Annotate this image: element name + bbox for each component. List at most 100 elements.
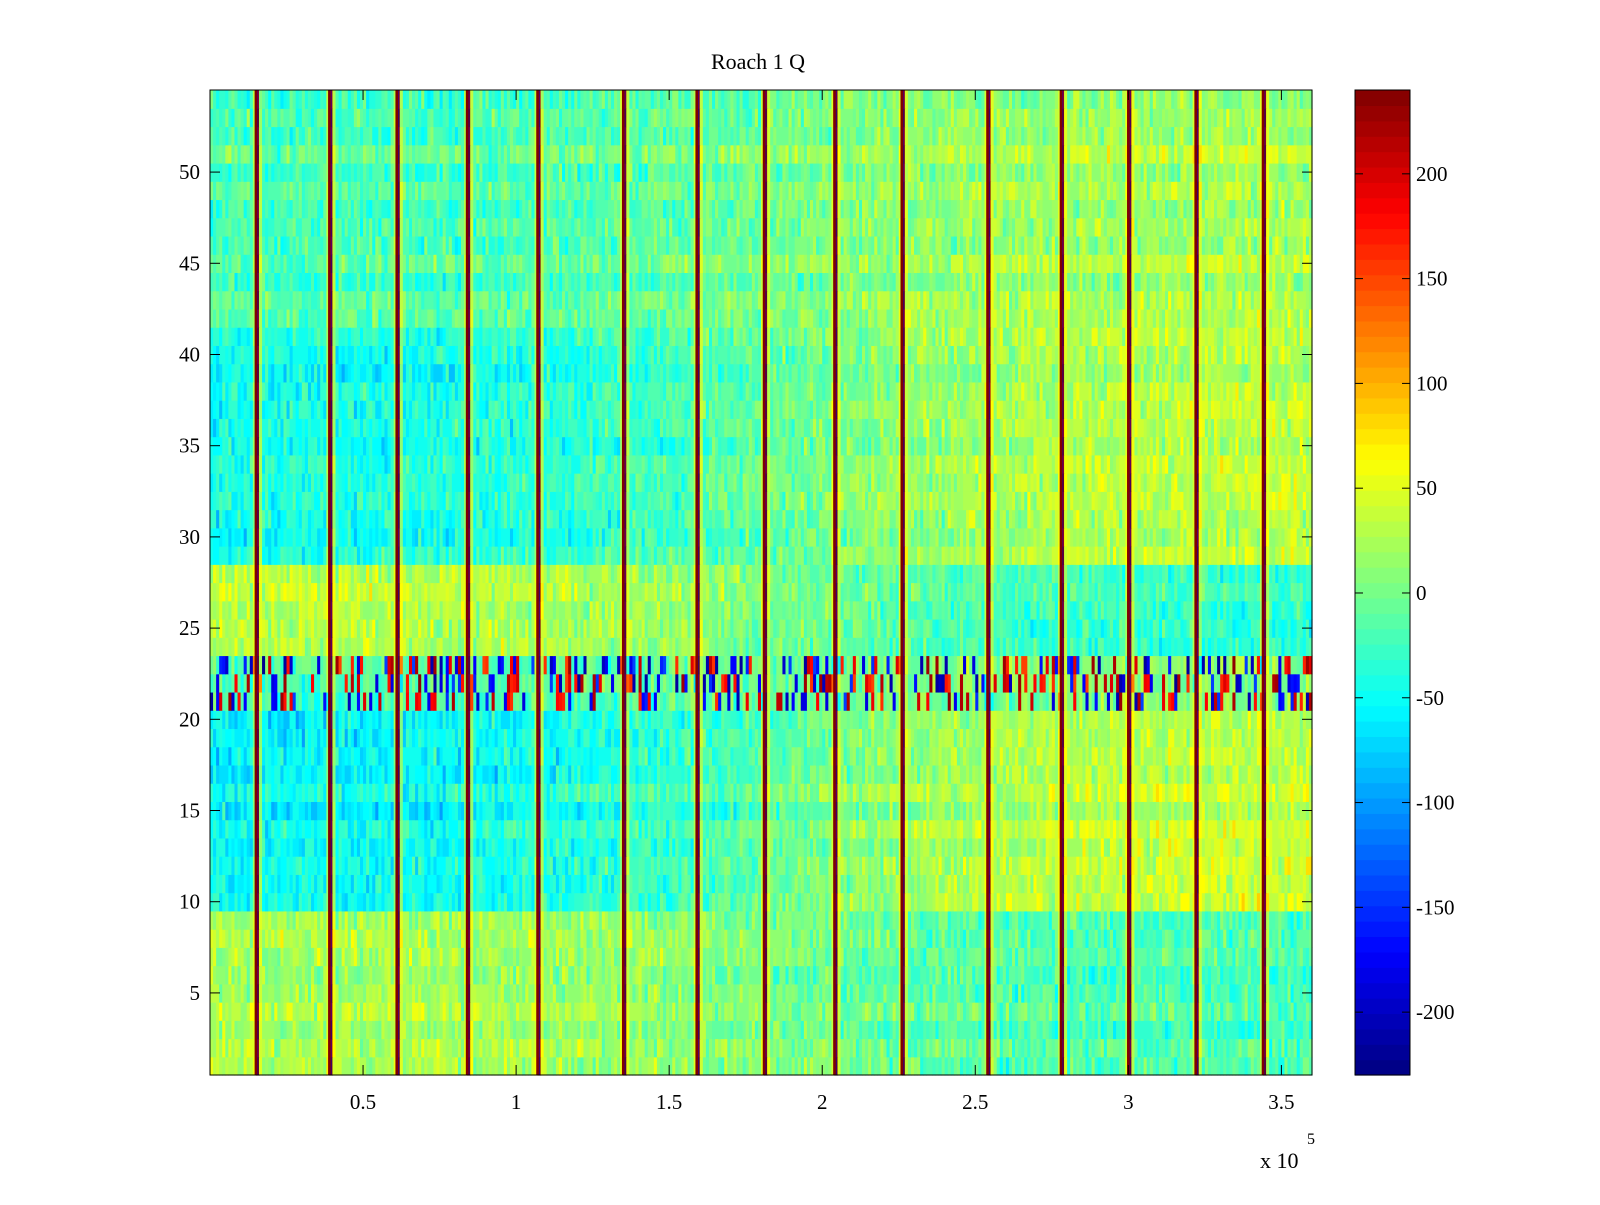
heatmap-cell [699,1038,704,1058]
heatmap-cell [1097,874,1102,894]
heatmap-cell [926,983,930,1003]
heatmap-cell [638,892,643,912]
heatmap-cell [607,837,612,857]
heatmap-cell [1027,819,1031,839]
heatmap-cell [436,819,441,839]
heatmap-cell [1189,819,1194,839]
heatmap-cell [684,929,689,948]
heatmap-cell [966,1002,970,1021]
heatmap-cell [286,801,291,821]
heatmap-cell [1210,1038,1215,1058]
heatmap-cell [1302,1002,1307,1021]
heatmap-cell [384,910,389,930]
heatmap-cell [788,965,793,985]
heatmap-cell [1103,910,1108,930]
heatmap-cell [543,910,548,930]
heatmap-cell [436,910,441,930]
heatmap-cell [767,892,771,912]
heatmap-cell [402,947,407,967]
heatmap-cell [341,1056,352,1076]
heatmap-cell [972,1020,976,1040]
heatmap-cell [485,929,490,948]
heatmap-cell [314,910,318,930]
heatmap-cell [479,801,484,821]
heatmap-cell [442,1020,447,1040]
heatmap-cell [304,947,309,967]
heatmap-cell [953,892,958,912]
heatmap-cell [558,856,563,875]
heatmap-cell [1214,929,1218,948]
heatmap-cell [647,1038,652,1058]
heatmap-cell [1165,910,1172,930]
heatmap-cell [653,1002,658,1021]
heatmap-cell [806,783,811,802]
heatmap-cell [794,874,799,894]
heatmap-cell [488,1002,493,1021]
heatmap-cell [996,1002,1001,1021]
heatmap-cell [1168,1056,1172,1076]
heatmap-cell [595,983,603,1003]
heatmap-cell [684,1038,689,1058]
heatmap-cell [476,819,484,839]
heatmap-cell [644,892,649,912]
heatmap-cell [883,856,888,875]
heatmap-cell [944,801,952,821]
heatmap-cell [938,1020,943,1040]
heatmap-cell [482,856,487,875]
heatmap-cell [491,929,496,948]
heatmap-cell [461,856,465,875]
heatmap-cell [1235,856,1240,875]
heatmap-cell [1256,819,1261,839]
heatmap-cell [1168,801,1172,821]
heatmap-cell [754,947,759,967]
heatmap-cell [1266,837,1270,857]
heatmap-cell [797,965,805,985]
heatmap-cell [1042,1020,1047,1040]
heatmap-cell [819,965,823,985]
heatmap-cell [1116,837,1120,857]
heatmap-cell [1054,801,1059,821]
heatmap-cell [727,1038,731,1058]
heatmap-cell [356,874,361,894]
heatmap-cell [837,929,842,948]
heatmap-cell [635,965,640,985]
heatmap-cell [825,837,829,857]
heatmap-cell [558,819,563,839]
heatmap-cell [375,837,379,857]
heatmap-cell [384,983,389,1003]
heatmap-cell [344,856,349,875]
heatmap-cell [1067,910,1071,930]
heatmap-cell [558,1038,563,1058]
heatmap-cell [372,947,376,967]
heatmap-cell [1091,929,1096,948]
heatmap-cell [451,783,456,802]
heatmap-cell [1223,856,1230,875]
heatmap-cell [730,1002,735,1021]
heatmap-cell [910,1002,915,1021]
heatmap-cell [1177,1002,1188,1021]
heatmap-cell [871,965,875,985]
heatmap-cell [522,837,526,857]
heatmap-cell [1140,929,1145,948]
heatmap-cell [647,947,652,967]
heatmap-cell [629,801,634,821]
heatmap-cell [311,874,315,894]
heatmap-cell [390,801,395,821]
heatmap-cell [1189,1038,1194,1058]
heatmap-cell [1137,1056,1142,1076]
heatmap-cell [926,819,930,839]
heatmap-cell [981,856,986,875]
heatmap-cell [350,1038,355,1058]
heatmap-cell [736,910,741,930]
heatmap-cell [424,892,428,912]
heatmap-cell [1278,801,1282,821]
heatmap-cell [705,819,710,839]
heatmap-cell [1073,1038,1077,1058]
heatmap-cell [341,947,346,967]
heatmap-cell [1024,947,1028,967]
heatmap-cell [828,874,832,894]
heatmap-cell [935,983,940,1003]
heatmap-cell [421,1056,425,1076]
heatmap-cell [503,1056,508,1076]
heatmap-cell [617,965,621,985]
